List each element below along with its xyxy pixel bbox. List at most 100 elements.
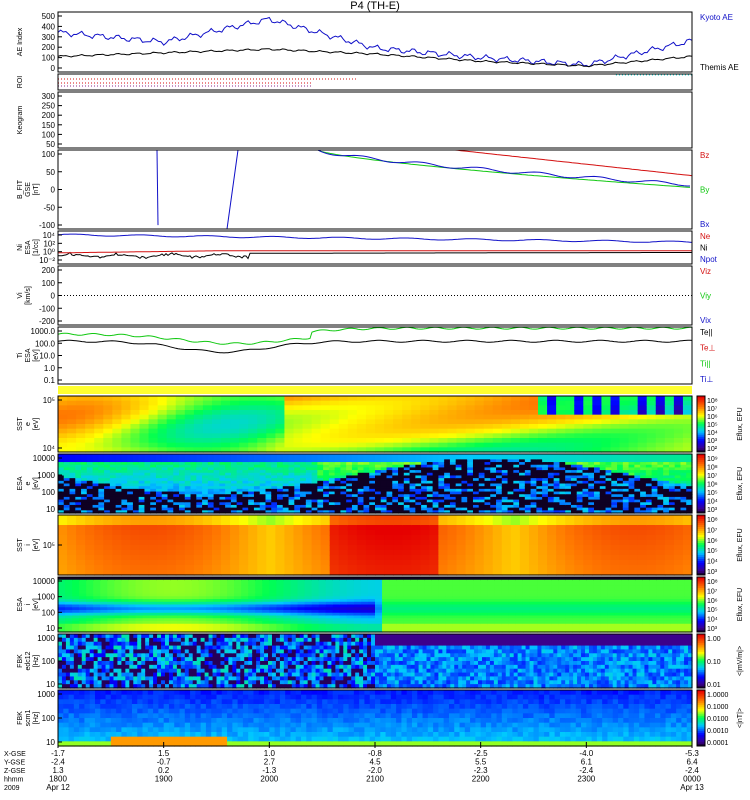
- cbar-tick-sst_e-4: 10⁴: [707, 430, 718, 437]
- colorbar-sst_i: [697, 515, 705, 576]
- bfit-bx-spike-1: [157, 150, 158, 225]
- ae-series-kyoto: [58, 18, 692, 67]
- ytick-esa_e-3: 10: [46, 505, 55, 514]
- ytick-keogram-3: 150: [42, 121, 56, 130]
- ytick-esa_e-0: 10000: [33, 454, 56, 463]
- xlabel-6-4: Apr 13: [680, 783, 704, 792]
- ylabel-fbk2-2: [Hz]: [33, 712, 40, 725]
- ytick-bfit-3: -50: [43, 203, 55, 212]
- cbar-tick-sst_e-1: 10⁷: [707, 406, 718, 413]
- legend-ae-1: Themis AE: [700, 63, 739, 72]
- ti-te-para: [58, 340, 692, 353]
- cbar-tick-esa_i-5: 10³: [707, 626, 718, 633]
- xrow-label-4: 2009: [4, 785, 20, 792]
- ytick-ti-4: 0.1: [44, 376, 56, 385]
- ylabel-sst_i-2: [eV]: [33, 539, 40, 552]
- cbar-tick-esa_i-1: 10⁷: [707, 588, 718, 595]
- ylabel-bfit-2: [nT]: [33, 183, 40, 195]
- fbk2-spectrogram: [58, 690, 693, 747]
- xlabel-5-3: 2300: [577, 775, 595, 784]
- ylabel-ae-0: AE Index: [17, 27, 24, 56]
- ytick-esa_e-2: 100: [42, 488, 56, 497]
- ti-ti-para: [58, 327, 692, 344]
- ylabel-keogram-0: Keogram: [17, 106, 24, 135]
- ytick-esa_i-0: 10000: [33, 577, 56, 586]
- cbar-tick-sst_i-3: 10⁵: [707, 548, 718, 555]
- xlabel-4-3: 2200: [472, 775, 490, 784]
- cbar-tick-fbk2-0: 1.0000: [707, 692, 729, 699]
- ytick-fbk1-1: 100: [42, 657, 56, 666]
- colorbar-fbk1: [697, 634, 705, 689]
- cbar-tick-fbk2-4: 0.0001: [707, 740, 729, 747]
- cbar-tick-fbk2-2: 0.0100: [707, 716, 729, 723]
- ytick-fbk2-0: 1000: [37, 690, 55, 699]
- ytick-esa_i-3: 10: [46, 624, 55, 633]
- cbar-label-fbk1: <|mV/m|>: [737, 646, 744, 676]
- fbk1-spectrogram: [58, 634, 693, 689]
- ytick-bfit-0: 100: [42, 150, 56, 159]
- xrow-label-3: hhmm: [4, 777, 24, 784]
- ylabel-vi-1: [km/s]: [25, 286, 32, 305]
- ytick-esa_i-2: 100: [42, 608, 56, 617]
- ytick-ti-3: 1.0: [44, 364, 56, 373]
- ylabel-sst_i-0: SST: [17, 537, 24, 551]
- ylabel-ti-1: ESA: [25, 348, 32, 362]
- xlabel-1-3: 1900: [155, 775, 173, 784]
- ni-npot: [58, 234, 692, 242]
- xrow-label-1: Y-GSE: [4, 760, 25, 767]
- ylabel-sst_i-1: i: [25, 544, 32, 546]
- cbar-tick-sst_e-3: 10⁵: [707, 422, 718, 429]
- cbar-label-sst_i: Eflux, EFU: [737, 528, 744, 561]
- cbar-tick-sst_i-2: 10⁶: [707, 538, 718, 545]
- cbar-tick-sst_i-5: 10³: [707, 569, 718, 576]
- cbar-tick-sst_i-0: 10⁸: [707, 517, 718, 524]
- colorbar-esa_e: [697, 454, 705, 514]
- cbar-tick-esa_e-4: 10⁵: [707, 490, 718, 497]
- vi-frame: [58, 266, 692, 325]
- ylabel-fbk1-1: edc12: [25, 651, 32, 670]
- ytick-vi-3: -100: [39, 304, 56, 313]
- legend-ti-1: Te⊥: [700, 344, 715, 353]
- ytick-esa_e-1: 1000: [37, 471, 55, 480]
- cbar-label-fbk2: <|nT|>: [737, 708, 744, 728]
- xlabel-3-3: 2100: [366, 775, 384, 784]
- ytick-ae-3: 200: [42, 43, 56, 52]
- ae-series-themis: [58, 49, 692, 67]
- ylabel-esa_e-1: e: [25, 481, 32, 485]
- xrow-label-0: X-GSE: [4, 751, 26, 758]
- cbar-tick-sst_i-4: 10⁴: [707, 559, 718, 566]
- cbar-tick-esa_i-2: 10⁶: [707, 598, 718, 605]
- ytick-keogram-1: 250: [42, 102, 56, 111]
- cbar-tick-esa_e-1: 10⁸: [707, 465, 718, 472]
- ae-frame: [58, 12, 692, 72]
- sst_i-spectrogram: [58, 515, 693, 576]
- cbar-label-esa_i: Eflux, EFU: [737, 588, 744, 621]
- esa_e-spectrogram: [58, 454, 693, 514]
- ylabel-fbk2-0: FBK: [17, 711, 24, 725]
- ytick-keogram-4: 100: [42, 130, 56, 139]
- ytick-keogram-5: 50: [46, 140, 55, 149]
- ytick-esa_i-1: 1000: [37, 593, 55, 602]
- ylabel-sst_e-1: e: [25, 422, 32, 426]
- ytick-ti-0: 1000.0: [31, 327, 56, 336]
- ytick-sst_e-1: 10⁴: [43, 444, 56, 453]
- ytick-keogram-2: 200: [42, 111, 56, 120]
- cbar-label-sst_e: Eflux, EFU: [737, 407, 744, 440]
- cbar-tick-esa_e-2: 10⁷: [707, 473, 718, 480]
- ytick-ti-1: 100.0: [35, 339, 56, 348]
- colorbar-fbk2: [697, 690, 705, 747]
- cbar-tick-esa_i-4: 10⁴: [707, 617, 718, 624]
- colorbar-sst_e: [697, 396, 705, 453]
- cbar-tick-fbk2-1: 0.1000: [707, 704, 729, 711]
- legend-ni-1: Ni: [700, 244, 708, 253]
- legend-vi-1: Viy: [700, 292, 711, 301]
- ytick-ae-2: 300: [42, 33, 56, 42]
- ytick-ae-1: 400: [42, 22, 56, 31]
- cbar-tick-fbk1-1: 0.10: [707, 659, 721, 666]
- ylabel-sst_e-0: SST: [17, 416, 24, 430]
- xlabel-2-3: 2000: [260, 775, 278, 784]
- ylabel-bfit-0: B_FIT: [17, 179, 24, 199]
- roi-frame: [58, 74, 692, 90]
- ytick-fbk2-2: 10: [46, 738, 55, 747]
